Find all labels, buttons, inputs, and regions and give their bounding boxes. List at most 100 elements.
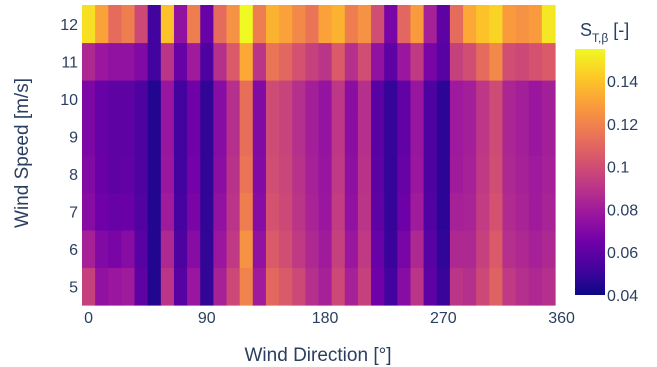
heatmap-cell: [292, 230, 306, 269]
heatmap-cell: [134, 5, 149, 44]
heatmap-cell: [82, 117, 96, 156]
heatmap-cell: [121, 5, 136, 44]
heatmap-cell: [541, 80, 556, 119]
heatmap-cell: [541, 155, 556, 194]
heatmap-cell: [318, 155, 333, 194]
heatmap-cell: [436, 5, 451, 44]
heatmap-cell: [226, 192, 241, 231]
heatmap-cell: [121, 267, 136, 306]
heatmap-cell: [331, 267, 346, 306]
x-tick-label: 270: [430, 310, 457, 327]
heatmap-cell: [173, 230, 188, 269]
heatmap-cell: [397, 192, 412, 231]
heatmap-cell: [95, 267, 109, 306]
heatmap-cell: [213, 42, 228, 81]
heatmap-cell: [265, 42, 280, 81]
heatmap-cell: [213, 192, 228, 231]
heatmap-cell: [292, 267, 306, 306]
x-tick-label: 360: [548, 310, 575, 327]
heatmap-cell: [371, 155, 385, 194]
heatmap-cell: [160, 192, 175, 231]
heatmap-cell: [305, 192, 320, 231]
heatmap-cell: [476, 5, 490, 44]
heatmap-cell: [318, 42, 333, 81]
heatmap-cell: [515, 5, 530, 44]
heatmap-cell: [187, 42, 201, 81]
heatmap-cell: [344, 230, 359, 269]
heatmap-cell: [541, 42, 556, 81]
heatmap-cell: [344, 155, 359, 194]
heatmap-cell: [173, 80, 188, 119]
heatmap-cell: [489, 230, 504, 269]
heatmap-cell: [226, 230, 241, 269]
heatmap-cell: [82, 230, 96, 269]
heatmap-cell: [515, 80, 530, 119]
heatmap-cell: [173, 267, 188, 306]
heatmap-cell: [528, 80, 543, 119]
heatmap-cell: [476, 80, 490, 119]
heatmap-cell: [200, 42, 214, 81]
heatmap-cell: [463, 192, 477, 231]
heatmap-cell: [121, 42, 136, 81]
heatmap-cell: [397, 117, 412, 156]
heatmap-cell: [476, 155, 490, 194]
heatmap-cell: [410, 42, 425, 81]
heatmap-cell: [108, 117, 123, 156]
heatmap-cell: [371, 117, 385, 156]
heatmap-cell: [502, 192, 517, 231]
heatmap-cell: [331, 192, 346, 231]
heatmap-cell: [200, 117, 214, 156]
heatmap-cell: [331, 117, 346, 156]
heatmap-cell: [528, 192, 543, 231]
heatmap-cell: [449, 155, 464, 194]
heatmap-cell: [541, 230, 556, 269]
heatmap-cell: [528, 230, 543, 269]
heatmap-cell: [436, 230, 451, 269]
heatmap-cell: [173, 117, 188, 156]
heatmap-cell: [134, 117, 149, 156]
heatmap-cell: [147, 42, 162, 81]
heatmap-cell: [108, 42, 123, 81]
y-tick-label: 10: [60, 92, 78, 109]
heatmap-cell: [528, 5, 543, 44]
heatmap-cell: [436, 42, 451, 81]
heatmap-cell: [213, 230, 228, 269]
heatmap-cell: [423, 267, 438, 306]
heatmap-cell: [305, 117, 320, 156]
heatmap-cell: [213, 117, 228, 156]
heatmap-cell: [173, 192, 188, 231]
colorbar-tick-label: 0.12: [607, 117, 638, 134]
heatmap-cell: [305, 267, 320, 306]
heatmap-cell: [318, 267, 333, 306]
heatmap-cell: [463, 5, 477, 44]
heatmap-cell: [410, 192, 425, 231]
heatmap-cell: [252, 267, 267, 306]
colorbar-tick-label: 0.04: [607, 288, 638, 305]
heatmap-cell: [252, 155, 267, 194]
heatmap-cell: [147, 155, 162, 194]
heatmap-cell: [108, 155, 123, 194]
heatmap-cell: [371, 230, 385, 269]
y-tick-label: 6: [69, 242, 78, 259]
heatmap-cell: [305, 230, 320, 269]
y-axis-title: Wind Speed [m/s]: [12, 78, 33, 228]
heatmap-cell: [95, 80, 109, 119]
heatmap-cell: [239, 42, 254, 81]
heatmap-cell: [95, 5, 109, 44]
heatmap-cell: [384, 230, 398, 269]
heatmap-cell: [292, 155, 306, 194]
heatmap-cell: [226, 5, 241, 44]
colorbar-tick-label: 0.08: [607, 202, 638, 219]
heatmap-cell: [213, 267, 228, 306]
heatmap-cell: [489, 192, 504, 231]
heatmap-cell: [436, 80, 451, 119]
heatmap-cell: [82, 5, 96, 44]
heatmap-cell: [108, 267, 123, 306]
heatmap-cell: [384, 42, 398, 81]
heatmap-cell: [489, 267, 504, 306]
heatmap-cell: [384, 117, 398, 156]
heatmap-cell: [292, 42, 306, 81]
heatmap-cell: [344, 267, 359, 306]
heatmap-cell: [160, 155, 175, 194]
